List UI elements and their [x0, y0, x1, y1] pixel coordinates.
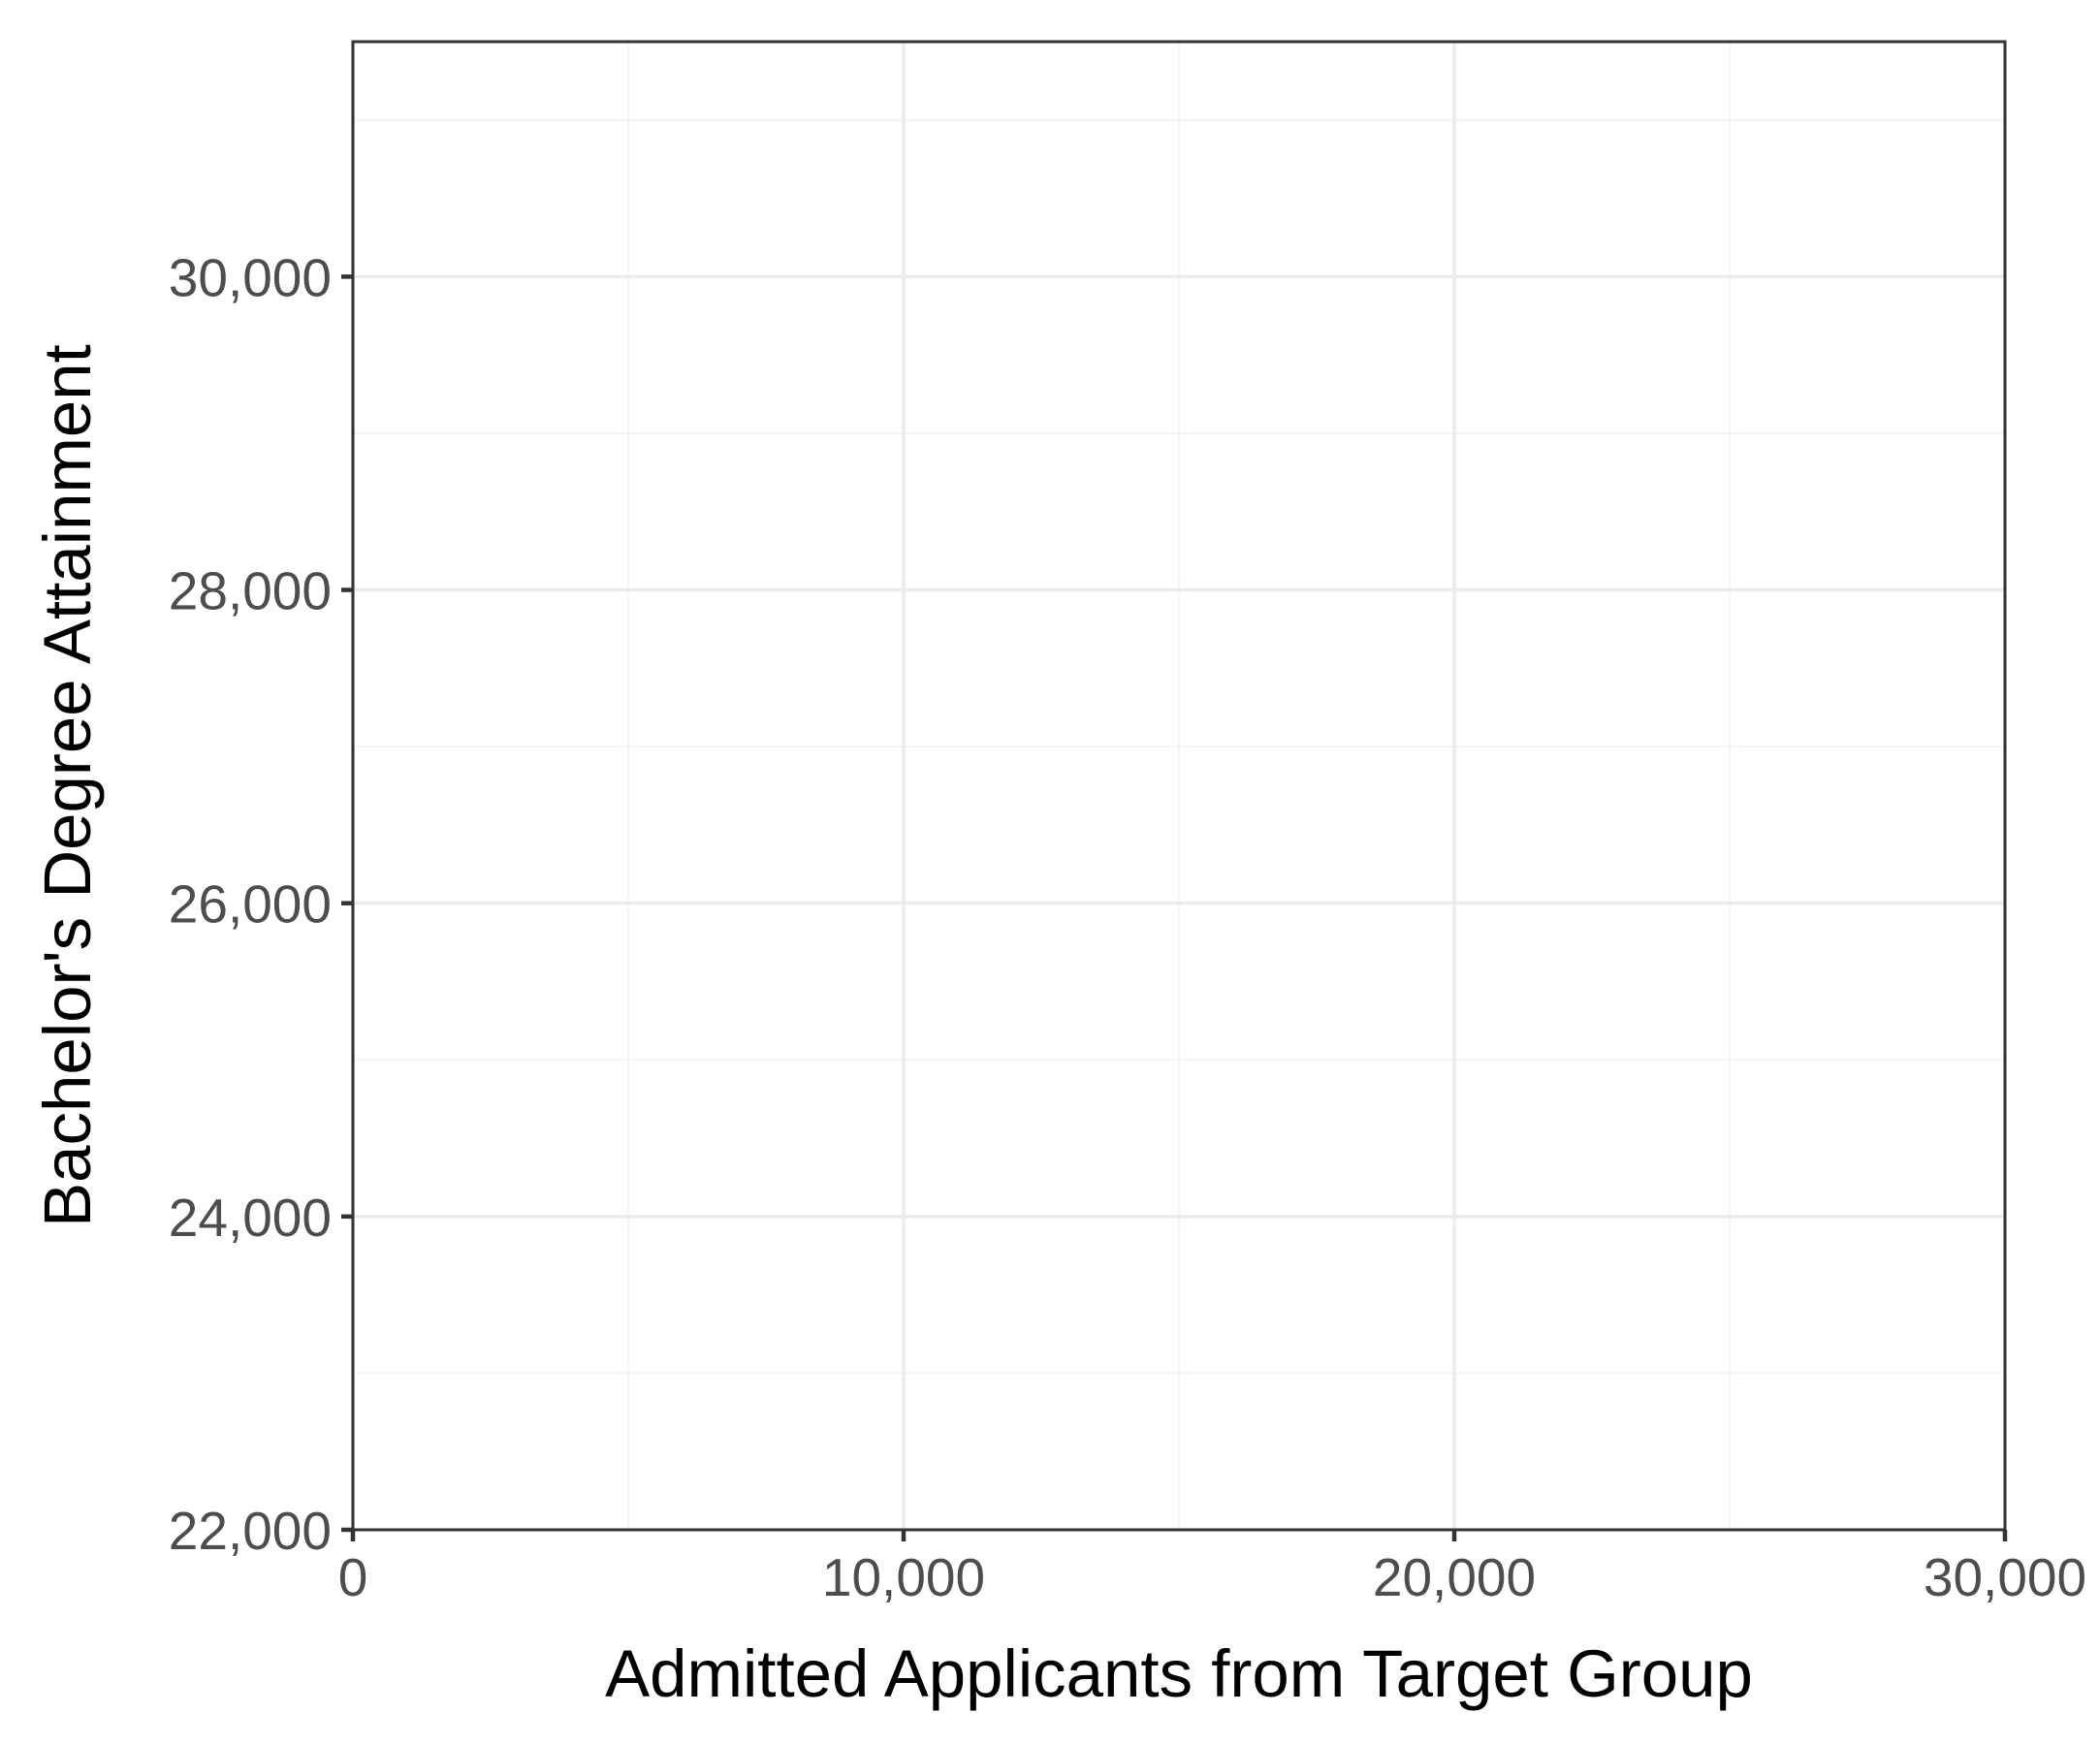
panel-border [351, 40, 2007, 1532]
y-tick-label: 28,000 [169, 561, 332, 621]
y-tick-label: 26,000 [169, 874, 332, 935]
x-axis: 0 10,000 20,000 30,000 [338, 1530, 2086, 1607]
y-tick-label: 30,000 [169, 247, 332, 307]
y-axis: 22,000 24,000 26,000 28,000 30,000 [169, 247, 353, 1561]
x-tick-label: 0 [338, 1547, 368, 1607]
y-tick-label: 24,000 [169, 1188, 332, 1248]
y-tick-label: 22,000 [169, 1501, 332, 1561]
grid-minor [353, 42, 2005, 1530]
x-tick-label: 10,000 [822, 1547, 985, 1607]
x-tick-label: 30,000 [1924, 1547, 2086, 1607]
y-axis-title: Bachelor's Degree Attainment [30, 344, 105, 1227]
x-axis-title: Admitted Applicants from Target Group [605, 1636, 1753, 1711]
x-tick-label: 20,000 [1373, 1547, 1536, 1607]
